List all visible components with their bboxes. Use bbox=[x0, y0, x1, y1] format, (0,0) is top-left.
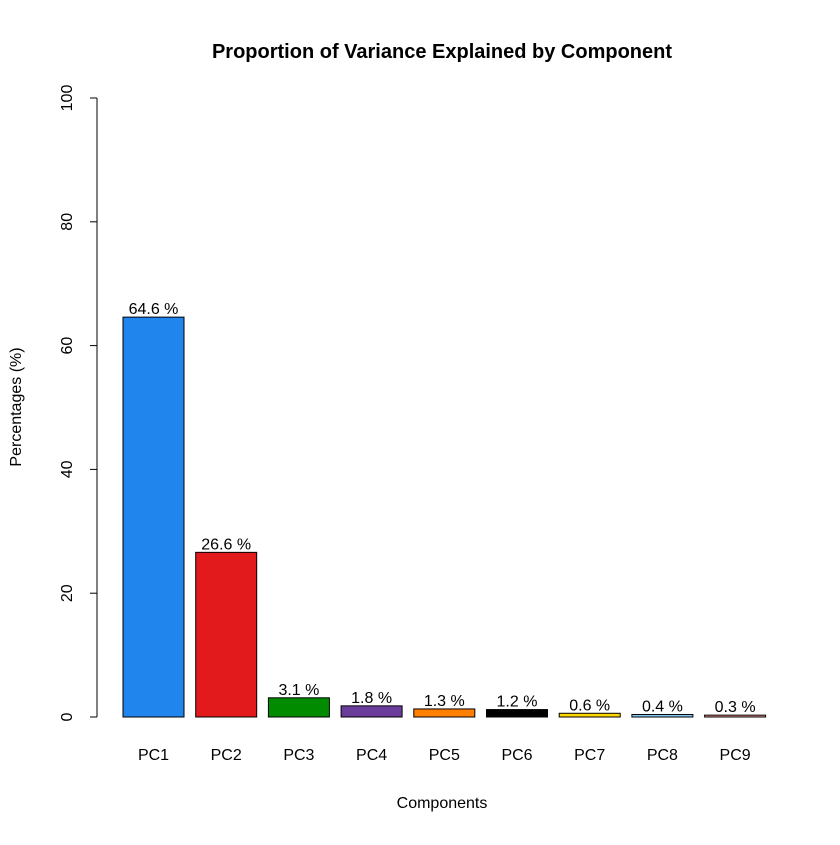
y-axis: 0 20 40 60 80 100 bbox=[59, 85, 98, 721]
x-axis-label: Components bbox=[397, 795, 488, 812]
data-label-pc5: 1.3 % bbox=[424, 693, 465, 710]
x-tick-labels: PC1 PC2 PC3 PC4 PC5 PC6 PC7 PC8 PC9 bbox=[138, 747, 751, 764]
data-label-pc4: 1.8 % bbox=[351, 690, 392, 707]
data-label-pc7: 0.6 % bbox=[569, 697, 610, 714]
bar-pc2 bbox=[195, 551, 258, 718]
x-tick-label-pc1: PC1 bbox=[138, 747, 169, 764]
bars-group: 64.6 % 26.6 % 3.1 % 1.8 % 1.3 % 1.2 % 0.6 % 0.4… bbox=[122, 301, 767, 718]
data-label-pc6: 1.2 % bbox=[497, 694, 538, 711]
data-label-pc2: 26.6 % bbox=[201, 536, 251, 553]
x-tick-label-pc3: PC3 bbox=[283, 747, 314, 764]
data-label-pc1: 64.6 % bbox=[129, 301, 179, 318]
x-tick-label-pc5: PC5 bbox=[429, 747, 460, 764]
x-tick-label-pc9: PC9 bbox=[720, 747, 751, 764]
bar-pc7 bbox=[558, 712, 621, 718]
bar-pc5 bbox=[413, 708, 476, 718]
y-tick-label: 20 bbox=[59, 584, 76, 602]
x-tick-label-pc6: PC6 bbox=[501, 747, 532, 764]
data-label-pc8: 0.4 % bbox=[642, 699, 683, 716]
chart-title: Proportion of Variance Explained by Comp… bbox=[212, 41, 672, 63]
bar-pc3 bbox=[267, 697, 330, 718]
x-tick-label-pc2: PC2 bbox=[211, 747, 242, 764]
data-label-pc3: 3.1 % bbox=[278, 682, 319, 699]
x-tick-label-pc8: PC8 bbox=[647, 747, 678, 764]
bar-pc9 bbox=[704, 714, 767, 718]
x-tick-label-pc4: PC4 bbox=[356, 747, 387, 764]
y-tick-label: 100 bbox=[59, 85, 76, 112]
y-tick-label: 60 bbox=[59, 337, 76, 355]
bar-pc1 bbox=[122, 316, 185, 718]
bar-pc8 bbox=[631, 714, 694, 718]
y-tick-label: 80 bbox=[59, 213, 76, 231]
data-label-pc9: 0.3 % bbox=[715, 699, 756, 716]
y-axis-label: Percentages (%) bbox=[8, 347, 25, 466]
bar-pc4 bbox=[340, 705, 403, 718]
y-tick-label: 0 bbox=[59, 712, 76, 721]
bar-pc6 bbox=[486, 709, 548, 718]
x-tick-label-pc7: PC7 bbox=[574, 747, 605, 764]
y-tick-label: 40 bbox=[59, 460, 76, 478]
